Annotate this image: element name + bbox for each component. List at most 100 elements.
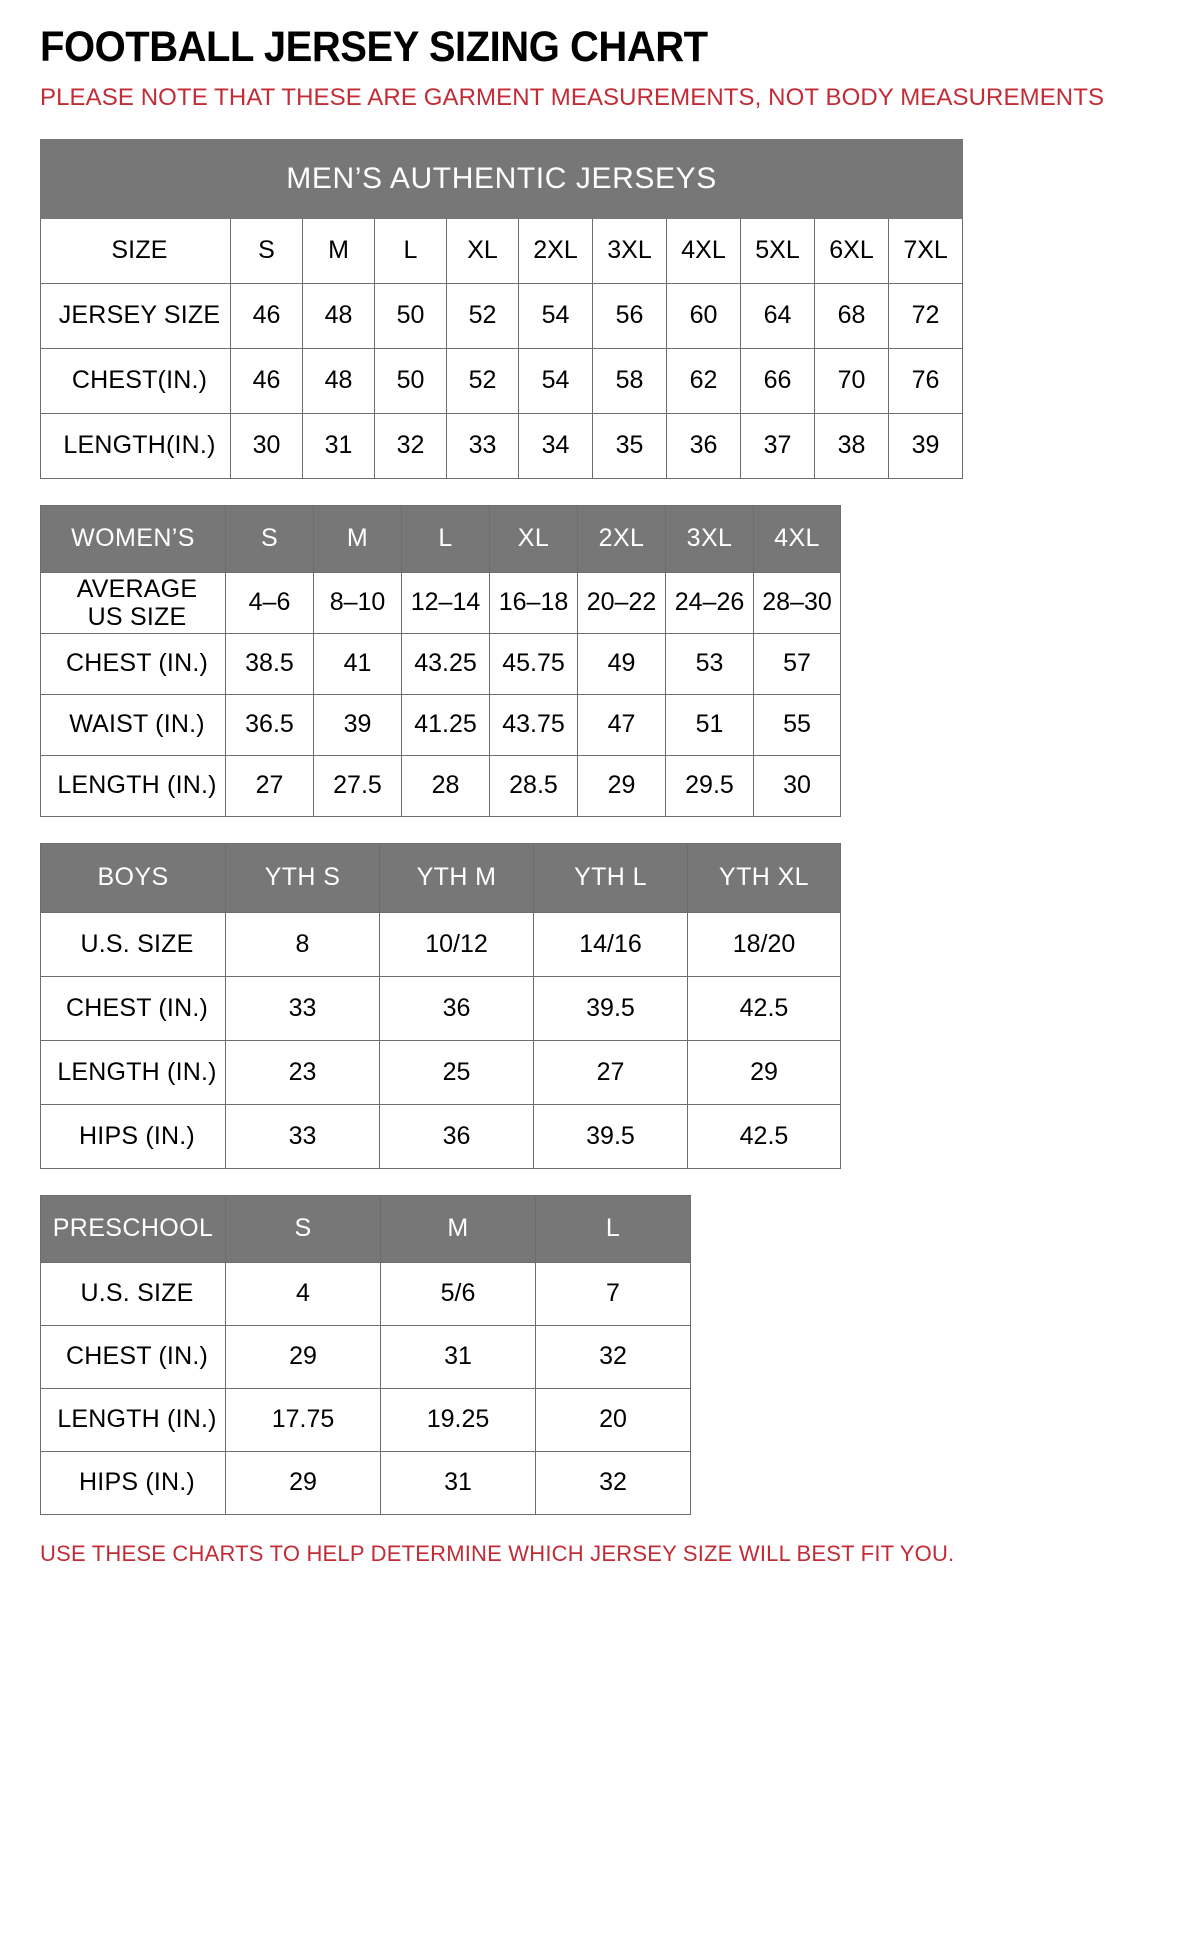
boys-sizing-table: BOYS YTH S YTH M YTH L YTH XL U.S. SIZE … [40,842,841,1169]
cell: 70 [814,347,889,414]
cell: 31 [380,1324,536,1389]
cell: 8 [225,911,380,977]
cell: 54 [518,282,593,349]
cell: 20–22 [577,571,666,634]
cell: 16–18 [489,571,578,634]
table-row: CHEST (IN.) 38.5 41 43.25 45.75 49 53 57 [40,632,841,695]
cell: 38.5 [225,632,314,695]
column-header-yth-xl: YTH XL [687,842,841,913]
table-row: AVERAGE US SIZE 4–6 8–10 12–14 16–18 20–2… [40,571,841,634]
cell: 42.5 [687,1103,841,1169]
cell: 39.5 [533,975,688,1041]
cell: 45.75 [489,632,578,695]
table-row: U.S. SIZE 8 10/12 14/16 18/20 [40,911,841,977]
row-label: HIPS (IN.) [40,1450,226,1515]
cell: 33 [225,975,380,1041]
bottom-usage-note: USE THESE CHARTS TO HELP DETERMINE WHICH… [40,1540,955,1566]
cell: 27 [533,1039,688,1105]
table-row: LENGTH (IN.) 23 25 27 29 [40,1039,841,1105]
womens-sizing-table: WOMEN’S S M L XL 2XL 3XL 4XL AVERAGE US S… [40,504,841,817]
table-header-row: PRESCHOOL S M L [40,1194,691,1263]
cell: 50 [374,347,447,414]
column-header-4xl: 4XL [753,504,841,573]
column-header-boys: BOYS [40,842,226,913]
cell: 62 [666,347,741,414]
cell: 28 [401,754,490,817]
table-row: JERSEY SIZE 46 48 50 52 54 56 60 64 68 7… [40,282,964,349]
column-header-s: S [225,504,314,573]
cell: 30 [230,412,303,479]
table-banner-row: MEN’S AUTHENTIC JERSEYS [39,138,964,219]
cell: 72 [887,282,964,349]
row-label: LENGTH (IN.) [40,1387,226,1452]
column-header-s: S [230,217,303,284]
cell: 64 [740,282,815,349]
cell: 30 [753,754,841,817]
column-header-5xl: 5XL [740,217,815,284]
cell: 48 [302,347,375,414]
column-header-s: S [225,1194,381,1263]
column-header-l: L [535,1194,691,1263]
mens-banner-title: MEN’S AUTHENTIC JERSEYS [39,138,964,219]
row-label: U.S. SIZE [40,911,226,977]
cell: 7 [535,1261,691,1326]
cell: 55 [753,693,841,756]
column-header-l: L [401,504,490,573]
table-row: CHEST(IN.) 46 48 50 52 54 58 62 66 70 76 [40,347,964,414]
cell: 14/16 [533,911,688,977]
cell: 52 [446,282,519,349]
cell: 10/12 [379,911,534,977]
cell: 4–6 [225,571,314,634]
cell: 48 [302,282,375,349]
cell: 47 [577,693,666,756]
cell: 29 [225,1324,381,1389]
sizing-chart-page: FOOTBALL JERSEY SIZING CHART PLEASE NOTE… [39,23,1104,1566]
row-label: CHEST(IN.) [40,347,231,414]
table-row: WAIST (IN.) 36.5 39 41.25 43.75 47 51 55 [40,693,841,756]
cell: 43.25 [401,632,490,695]
row-label: HIPS (IN.) [40,1103,226,1169]
row-label: CHEST (IN.) [40,632,226,695]
row-label: U.S. SIZE [40,1261,226,1326]
cell: 20 [535,1387,691,1452]
cell: 58 [592,347,667,414]
column-header-2xl: 2XL [518,217,593,284]
column-header-7xl: 7XL [887,217,964,284]
cell: 36 [379,1103,534,1169]
cell: 34 [518,412,593,479]
column-header-womens: WOMEN’S [40,504,226,573]
cell: 33 [225,1103,380,1169]
cell: 28.5 [489,754,578,817]
page-title: FOOTBALL JERSEY SIZING CHART [40,23,708,71]
cell: 39.5 [533,1103,688,1169]
cell: 25 [379,1039,534,1105]
column-header-size: SIZE [40,217,231,284]
column-header-preschool: PRESCHOOL [40,1194,226,1263]
row-label: JERSEY SIZE [40,282,231,349]
row-label: CHEST (IN.) [40,975,226,1041]
cell: 51 [665,693,754,756]
cell: 42.5 [687,975,841,1041]
cell: 35 [592,412,667,479]
column-header-4xl: 4XL [666,217,741,284]
column-header-yth-s: YTH S [225,842,380,913]
column-header-l: L [374,217,447,284]
cell: 32 [535,1450,691,1515]
cell: 33 [446,412,519,479]
cell: 12–14 [401,571,490,634]
cell: 76 [887,347,964,414]
cell: 28–30 [753,571,841,634]
cell: 60 [666,282,741,349]
column-header-m: M [380,1194,536,1263]
column-header-yth-l: YTH L [533,842,688,913]
cell: 36.5 [225,693,314,756]
table-row: CHEST (IN.) 33 36 39.5 42.5 [40,975,841,1041]
cell: 52 [446,347,519,414]
column-header-m: M [302,217,375,284]
row-label: LENGTH (IN.) [40,754,226,817]
cell: 29 [225,1450,381,1515]
table-row: LENGTH (IN.) 17.75 19.25 20 [40,1387,691,1452]
cell: 50 [374,282,447,349]
cell: 54 [518,347,593,414]
column-header-3xl: 3XL [665,504,754,573]
